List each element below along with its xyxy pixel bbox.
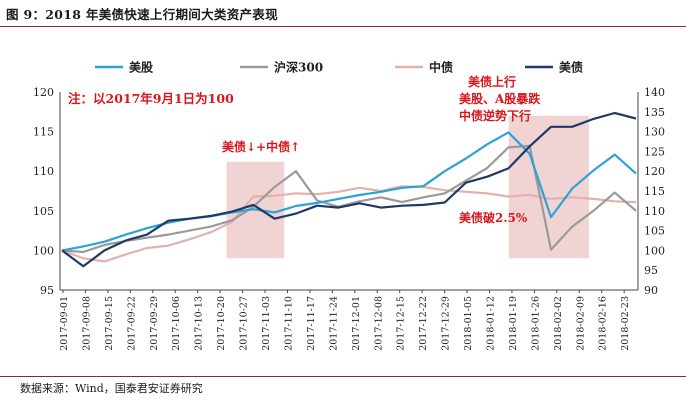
left-axis-tick-label: 110 (33, 165, 54, 178)
right-axis-tick-label: 105 (644, 225, 665, 238)
source-rule (0, 376, 686, 377)
x-axis-tick-label: 2017-10-20 (216, 296, 227, 351)
x-axis-tick-label: 2017-10-06 (171, 296, 182, 351)
x-axis-tick-label: 2018-02-09 (575, 296, 586, 351)
left-axis-tick-label: 115 (33, 126, 54, 139)
annotation-region2-line3: 中债逆势下行 (459, 108, 531, 123)
annotation-region2-line1: 美债上行 (468, 74, 516, 89)
x-axis-tick-label: 2018-01-19 (508, 296, 519, 351)
annotation-note: 注：以2017年9月1日为100 (68, 91, 234, 106)
legend-label-us-equity: 美股 (129, 60, 154, 75)
x-axis-tick-label: 2017-12-15 (396, 296, 407, 351)
right-axis-tick-label: 140 (644, 86, 665, 99)
shaded-regions (226, 115, 589, 259)
x-axis-tick-label: 2017-10-13 (194, 296, 205, 351)
legend: 美股 沪深300 中债 美债 (95, 60, 583, 75)
x-axis-tick-label: 2017-10-27 (239, 296, 250, 351)
x-axis-tick-label: 2017-09-08 (81, 296, 92, 351)
series-line-us-treasury (61, 111, 637, 268)
x-axis-tick-label: 2018-01-26 (530, 296, 541, 351)
x-axis-tick-label: 2018-01-12 (485, 296, 496, 351)
x-axis-tick-label: 2017-09-29 (149, 296, 160, 351)
left-axis-tick-label: 100 (33, 244, 54, 257)
x-axis-tick-label: 2018-02-23 (620, 296, 631, 351)
x-axis-tick-label: 2017-12-22 (418, 296, 429, 351)
x-axis-tick-label: 2017-09-22 (126, 296, 137, 351)
figure-source: 数据来源：Wind，国泰君安证券研究 (20, 382, 203, 395)
right-axis-tick-label: 90 (644, 284, 658, 297)
right-axis-tick-label: 120 (644, 165, 665, 178)
x-axis-tick-label: 2017-09-01 (59, 296, 70, 351)
x-axis-tick-label: 2017-12-08 (373, 296, 384, 351)
x-axis-tick-label: 2018-01-05 (463, 296, 474, 351)
x-axis-tick-label: 2017-12-01 (351, 296, 362, 351)
title-rule (0, 26, 686, 27)
annotations: 注：以2017年9月1日为100 美债↓+中债↑ 美债上行 美股、A股暴跌 中债… (68, 74, 541, 225)
series-line-csi300 (61, 144, 637, 254)
figure-title: 图 9：2018 年美债快速上行期间大类资产表现 (6, 7, 278, 22)
legend-label-us-treasury: 美债 (559, 60, 583, 75)
x-axis-tick-label: 2017-11-17 (306, 296, 317, 351)
right-axis-tick-label: 110 (644, 205, 665, 218)
x-axis-tick-label: 2017-11-10 (283, 296, 294, 351)
left-axis-tick-label: 95 (40, 284, 54, 297)
x-axis-tick-label: 2017-11-03 (261, 296, 272, 351)
annotation-point: 美债破2.5% (459, 210, 528, 225)
series-line-us-equity (61, 131, 637, 252)
annotation-region1: 美债↓+中债↑ (222, 139, 300, 154)
left-axis-tick-label: 105 (33, 205, 54, 218)
x-axis-tick-label: 2017-09-15 (104, 296, 115, 351)
x-axis-tick-label: 2017-12-29 (441, 296, 452, 351)
series-lines (61, 111, 637, 268)
right-axis-tick-label: 100 (644, 244, 665, 257)
legend-label-china-bond: 中债 (429, 60, 453, 75)
x-axis-tick-label: 2018-02-16 (598, 296, 609, 351)
x-axis-tick-label: 2018-02-02 (553, 296, 564, 351)
right-axis-tick-label: 135 (644, 106, 665, 119)
legend-label-csi300: 沪深300 (274, 60, 323, 75)
right-axis-tick-label: 95 (644, 264, 658, 277)
right-axis-tick-label: 115 (644, 185, 665, 198)
right-axis-tick-label: 125 (644, 145, 665, 158)
annotation-region2-line2: 美股、A股暴跌 (459, 91, 541, 106)
left-axis-tick-label: 120 (33, 86, 54, 99)
chart-axes: 95 100 105 110 115 120 90 95 100 105 110 115 120 125 1… (33, 86, 665, 351)
x-axis-tick-label: 2017-11-24 (328, 296, 339, 351)
right-axis-tick-label: 130 (644, 126, 665, 139)
